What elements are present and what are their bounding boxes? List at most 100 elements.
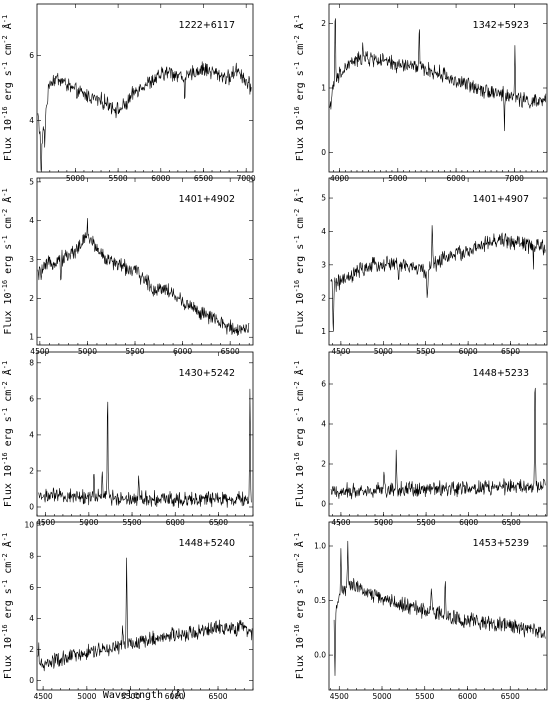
x-tick-label: 5000 — [66, 174, 85, 183]
spectrum-panel-1222+6117: 5000 5500 6000 6500 7000 4 6 1222+6117 — [29, 3, 256, 183]
x-tick-label: 6000 — [458, 692, 477, 701]
x-tick-label: 6000 — [459, 518, 478, 527]
y-axis-label: Flux 10-16 erg s-1 cm-2 Å-1 — [1, 533, 14, 679]
y-tick-label: 1 — [29, 333, 34, 342]
y-tick-label: 6 — [29, 51, 34, 60]
x-tick-label: 6500 — [502, 518, 521, 527]
y-tick-label: 10 — [24, 521, 34, 530]
object-name: 1448+5240 — [179, 538, 235, 549]
object-name: 1342+5923 — [473, 20, 529, 31]
x-tick-label: 6500 — [209, 518, 228, 527]
x-tick-label: 6000 — [166, 518, 185, 527]
y-tick-label: 3 — [29, 255, 34, 264]
y-tick-label: 0.5 — [314, 596, 326, 605]
x-tick-label: 6000 — [173, 347, 192, 356]
x-tick-label: 5500 — [121, 692, 140, 701]
x-tick-label: 5500 — [125, 347, 144, 356]
x-tick-label: 6000 — [151, 174, 170, 183]
object-name: 1401+4907 — [473, 194, 529, 205]
x-tick-label: 5000 — [78, 347, 97, 356]
x-tick-label: 6000 — [459, 347, 478, 356]
x-tick-label: 4500 — [331, 347, 350, 356]
object-name: 1401+4902 — [179, 194, 235, 205]
x-tick-label: 4500 — [330, 692, 349, 701]
plot-frame — [36, 521, 254, 691]
y-axis-label: Flux 10-16 erg s-1 cm-2 Å-1 — [1, 361, 14, 507]
spectrum-line — [330, 387, 546, 500]
x-tick-label: 6500 — [501, 347, 520, 356]
x-axis-label: Wavelength (Å) — [103, 688, 187, 701]
y-tick-label: 5 — [29, 177, 34, 186]
spectrum-panel-1342+5923: 4000 5000 6000 7000 0 1 2 1342+5923 — [321, 3, 548, 183]
y-tick-label: 6 — [321, 380, 326, 389]
x-tick-label: 5500 — [417, 518, 436, 527]
y-tick-label: 4 — [321, 227, 326, 236]
spectrum-line — [37, 557, 253, 672]
spectrum-panel-1453+5239: 4500 5000 5500 6000 6500 0.0 0.5 1.0 1453+5239 — [314, 521, 548, 701]
y-axis-label: Flux 10-16 erg s-1 cm-2 Å-1 — [1, 15, 14, 161]
x-tick-label: 6500 — [501, 692, 520, 701]
x-tick-label: 7000 — [505, 174, 524, 183]
y-tick-label: 5 — [321, 194, 326, 203]
spectrum-panel-1401+4907: 4500 5000 5500 6000 6500 1 2 3 4 5 1401+4907 — [321, 177, 548, 356]
y-tick-label: 3 — [321, 260, 326, 269]
y-tick-label: 6 — [29, 394, 34, 403]
x-tick-label: 6000 — [165, 692, 184, 701]
y-tick-label: 4 — [29, 430, 34, 439]
plot-frame — [328, 521, 548, 691]
spectrum-line — [333, 540, 546, 676]
x-tick-label: 5000 — [374, 518, 393, 527]
plot-frame — [36, 3, 254, 173]
y-tick-label: 0.0 — [314, 651, 326, 660]
x-tick-label: 7000 — [237, 174, 256, 183]
spectrum-panel-1401+4902: 4500 5000 5500 6000 6500 1 2 3 4 5 1401+4902 — [29, 177, 254, 356]
x-tick-label: 5500 — [416, 347, 435, 356]
y-axis-label: Flux 10-16 erg s-1 cm-2 Å-1 — [293, 188, 306, 334]
x-tick-label: 5000 — [372, 692, 391, 701]
y-tick-label: 2 — [321, 19, 326, 28]
y-tick-label: 8 — [29, 358, 34, 367]
plot-frame — [328, 177, 548, 346]
x-tick-label: 5000 — [388, 174, 407, 183]
object-name: 1453+5239 — [473, 538, 529, 549]
y-tick-label: 0 — [321, 148, 326, 157]
spectrum-line — [329, 18, 547, 132]
y-tick-label: 2 — [29, 294, 34, 303]
x-tick-label: 6500 — [221, 347, 240, 356]
y-axis-label: Flux 10-16 erg s-1 cm-2 Å-1 — [293, 533, 306, 679]
x-tick-label: 4500 — [331, 518, 350, 527]
y-axis-label: Flux 10-16 erg s-1 cm-2 Å-1 — [293, 361, 306, 507]
y-tick-label: 4 — [29, 216, 34, 225]
y-tick-label: 0 — [29, 502, 34, 511]
plot-frame — [36, 351, 254, 517]
y-tick-label: 4 — [321, 420, 326, 429]
y-tick-label: 2 — [321, 460, 326, 469]
x-tick-label: 5500 — [122, 518, 141, 527]
y-tick-label: 1 — [321, 84, 326, 93]
x-tick-label: 4500 — [36, 518, 55, 527]
spectrum-panel-1448+5240: 4500 5000 5500 6000 6500 0 2 4 6 8 10 1448+5240 — [24, 521, 254, 701]
spectrum-panel-1430+5242: 4500 5000 5500 6000 6500 0 2 4 6 8 1430+5242 — [29, 351, 254, 527]
x-tick-label: 5000 — [79, 518, 98, 527]
x-tick-label: 4500 — [34, 692, 53, 701]
plot-frame — [36, 177, 254, 346]
spectrum-panel-1448+5233: 4500 5000 5500 6000 6500 0 2 4 6 1448+5233 — [321, 351, 548, 527]
x-tick-label: 6000 — [447, 174, 466, 183]
spectrum-line — [38, 388, 252, 509]
plot-frame — [328, 351, 548, 517]
x-tick-label: 5500 — [415, 692, 434, 701]
y-tick-label: 2 — [29, 466, 34, 475]
x-tick-label: 5000 — [374, 347, 393, 356]
spectrum-line — [330, 225, 546, 332]
y-tick-label: 0 — [321, 500, 326, 509]
y-tick-label: 4 — [29, 116, 34, 125]
y-axis-label: Flux 10-16 erg s-1 cm-2 Å-1 — [293, 15, 306, 161]
x-tick-label: 6500 — [208, 692, 227, 701]
y-tick-label: 4 — [29, 614, 34, 623]
x-tick-label: 6500 — [194, 174, 213, 183]
x-tick-label: 5000 — [77, 692, 96, 701]
object-name: 1222+6117 — [179, 20, 235, 31]
y-tick-label: 8 — [29, 552, 34, 561]
object-name: 1448+5233 — [473, 368, 529, 379]
